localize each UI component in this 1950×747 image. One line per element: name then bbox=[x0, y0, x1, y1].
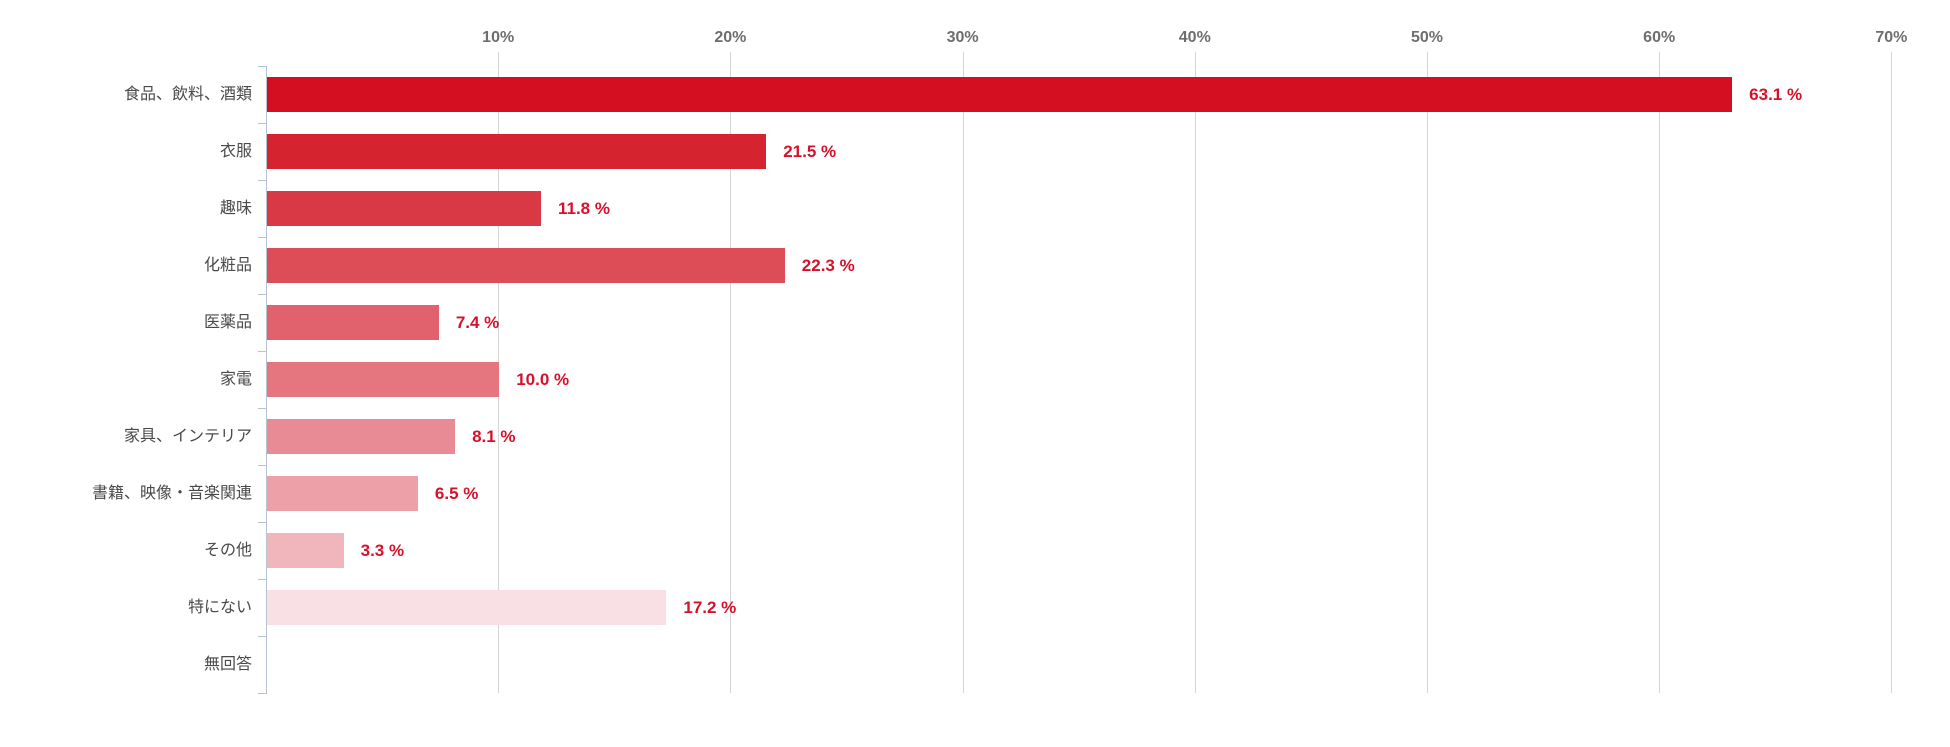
category-label: 書籍、映像・音楽関連 bbox=[91, 485, 252, 502]
category-label: 化粧品 bbox=[203, 257, 252, 274]
bar bbox=[267, 590, 667, 625]
x-gridline bbox=[1427, 52, 1428, 693]
category-label: 特にない bbox=[187, 599, 252, 616]
category-label: 衣服 bbox=[219, 143, 252, 160]
bar bbox=[267, 248, 785, 283]
value-label: 21.5 % bbox=[783, 142, 837, 161]
x-axis-tick-label: 30% bbox=[946, 29, 979, 46]
y-axis-tick bbox=[258, 66, 267, 67]
x-axis-tick-label: 40% bbox=[1178, 29, 1211, 46]
x-gridline bbox=[1891, 52, 1893, 693]
x-gridline bbox=[962, 52, 964, 693]
y-axis-tick bbox=[258, 693, 267, 694]
value-label: 7.4 % bbox=[455, 313, 500, 332]
category-label: 家具、インテリア bbox=[123, 428, 252, 445]
category-label: 食品、飲料、酒類 bbox=[123, 86, 252, 103]
value-label: 11.8 % bbox=[557, 199, 610, 218]
value-label: 6.5 % bbox=[434, 484, 479, 503]
y-axis-tick bbox=[258, 351, 267, 352]
bar bbox=[267, 476, 418, 511]
x-axis-tick-label: 50% bbox=[1410, 29, 1444, 46]
category-label: 趣味 bbox=[219, 200, 252, 217]
category-label: その他 bbox=[203, 542, 252, 559]
x-gridline bbox=[1659, 52, 1661, 693]
y-axis-tick bbox=[258, 180, 267, 181]
value-label: 10.0 % bbox=[516, 370, 570, 389]
bar bbox=[267, 134, 767, 169]
bar bbox=[267, 77, 1733, 112]
value-label: 22.3 % bbox=[801, 256, 855, 275]
x-axis-tick-label: 70% bbox=[1875, 29, 1908, 46]
category-label: 家電 bbox=[219, 371, 252, 388]
category-label: 医薬品 bbox=[203, 314, 252, 331]
category-label: 無回答 bbox=[203, 656, 252, 673]
y-axis-tick bbox=[258, 465, 267, 466]
y-axis-tick bbox=[258, 237, 267, 238]
bar bbox=[267, 191, 541, 226]
y-axis-tick bbox=[258, 522, 267, 523]
x-gridline bbox=[1194, 52, 1196, 693]
x-axis-tick-label: 60% bbox=[1643, 29, 1676, 46]
value-label: 8.1 % bbox=[472, 427, 516, 446]
x-gridline bbox=[730, 52, 732, 693]
x-axis-tick-label: 10% bbox=[482, 29, 515, 46]
y-axis-tick bbox=[258, 579, 267, 580]
bar bbox=[267, 419, 456, 454]
bar bbox=[267, 533, 344, 568]
value-label: 17.2 % bbox=[683, 598, 737, 617]
y-axis-tick bbox=[258, 636, 267, 637]
bar bbox=[267, 305, 439, 340]
y-axis-tick bbox=[258, 408, 267, 409]
y-axis-tick bbox=[258, 123, 267, 124]
y-axis-tick bbox=[258, 294, 267, 295]
value-label: 3.3 % bbox=[360, 541, 405, 560]
x-axis-tick-label: 20% bbox=[714, 29, 747, 46]
bar bbox=[267, 362, 500, 397]
y-axis-line bbox=[266, 66, 267, 693]
value-label: 63.1 % bbox=[1749, 85, 1803, 104]
